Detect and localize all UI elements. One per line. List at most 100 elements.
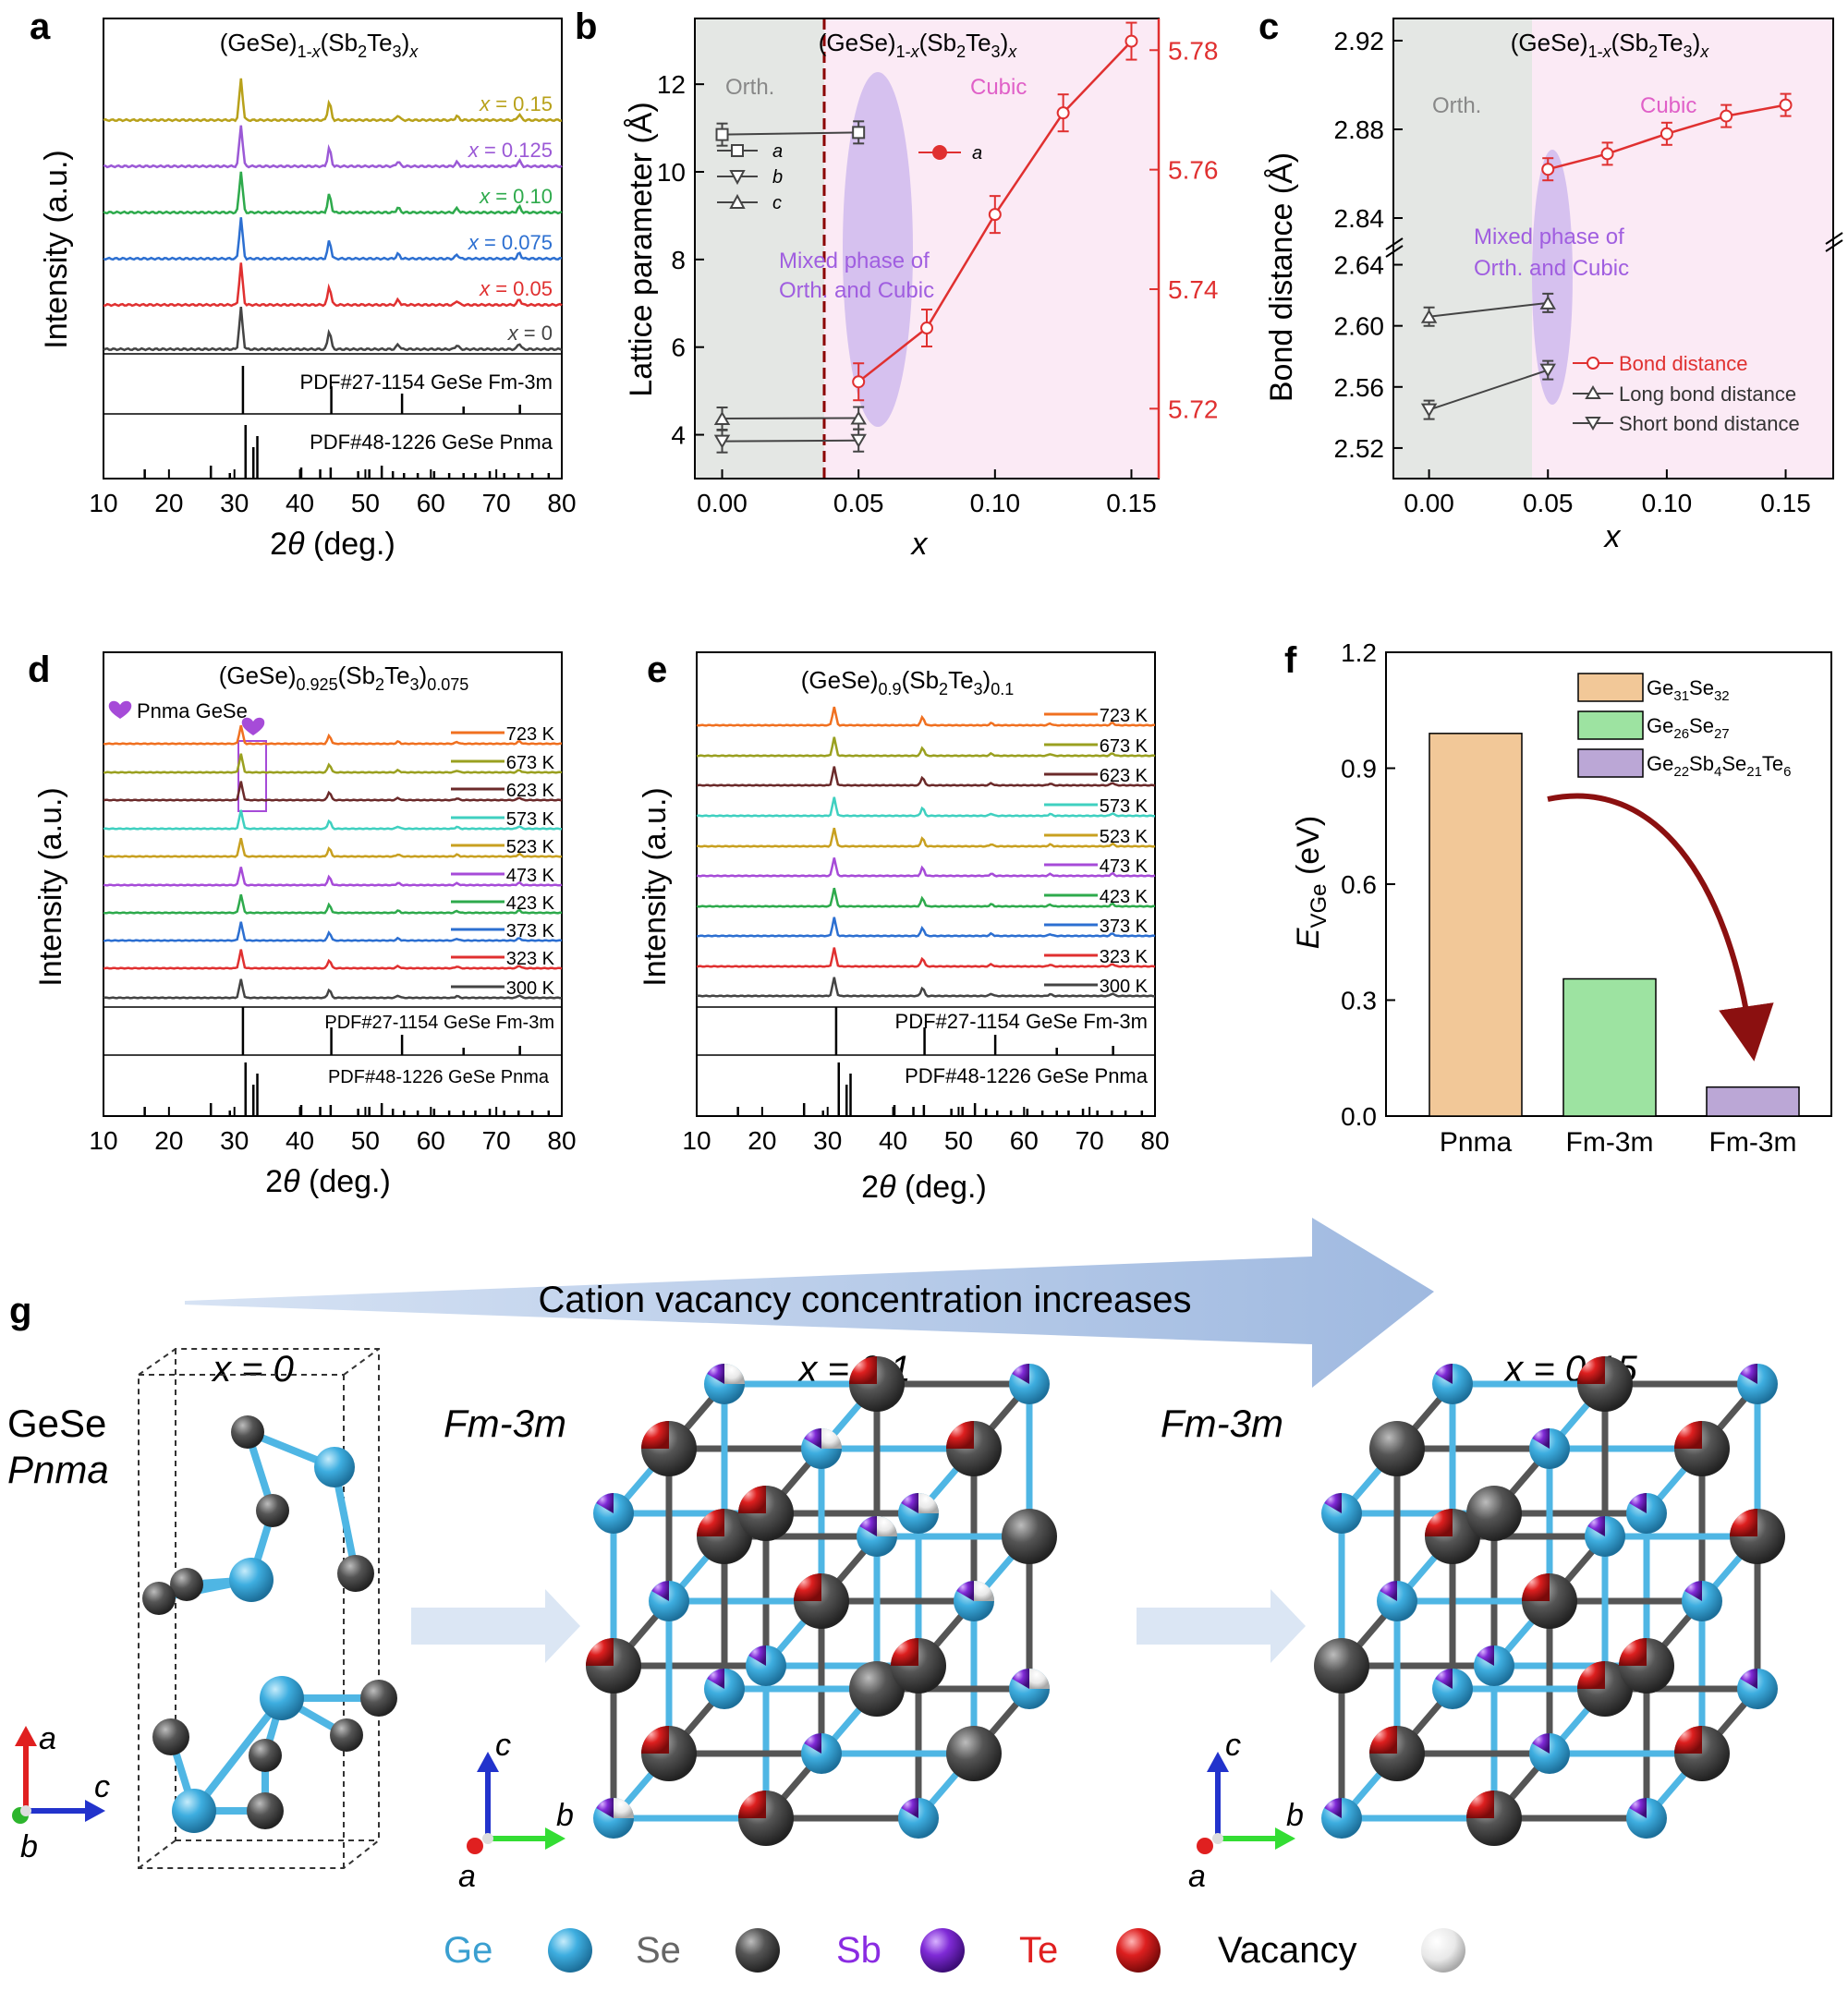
sb-fraction — [1532, 1428, 1550, 1449]
temp-label: 300 K — [506, 978, 555, 999]
temp-label: 473 K — [506, 866, 555, 886]
panel-e-frame — [696, 651, 1156, 1117]
vacancy-fraction — [918, 1493, 939, 1513]
temp-label: 423 K — [1100, 887, 1149, 907]
panel-d-chart: (GeSe)0.925(Sb2Te3)0.075 Pnma GeSe 723 K… — [33, 651, 577, 1199]
panel-c-mixed-label-2: Orth. and Cubic — [1474, 256, 1629, 281]
temp-label: 673 K — [1100, 736, 1149, 757]
te-fraction — [794, 1573, 821, 1601]
temp-curve-4 — [697, 827, 1156, 848]
cubic-lattice-point — [1056, 106, 1070, 120]
bar-category-label: Pnma — [1440, 1127, 1513, 1158]
sb-fraction — [596, 1493, 614, 1513]
lattice-point-b — [850, 433, 867, 448]
te-fraction — [1522, 1573, 1550, 1601]
temp-curve-8 — [696, 947, 1156, 968]
vacancy-fraction — [1029, 1669, 1050, 1689]
sb-fraction — [1740, 1364, 1757, 1384]
panel-c-xlabel: x — [1603, 519, 1622, 554]
pnma-atom — [247, 1792, 284, 1829]
sb-fraction — [1435, 1669, 1453, 1689]
pnma-atom — [337, 1555, 374, 1592]
xrd-curve-0 — [103, 78, 563, 123]
vacancy-fraction — [821, 1428, 842, 1449]
sb-fraction — [956, 1581, 974, 1601]
xtick-label: 60 — [1010, 1126, 1039, 1155]
xtick-label: 30 — [813, 1126, 842, 1155]
panel-d-title: (GeSe)0.925(Sb2Te3)0.075 — [219, 662, 469, 694]
te-fraction — [586, 1638, 614, 1666]
panel-g-structures: Cation vacancy concentration increases x… — [7, 1218, 1785, 1973]
te-fraction — [1466, 1791, 1494, 1818]
bond-line-2 — [1429, 369, 1549, 411]
panel-d-heart-icon-2 — [241, 717, 265, 735]
temp-label: 473 K — [1100, 856, 1149, 877]
temp-label: 573 K — [1100, 796, 1149, 817]
panel-a-ref1: PDF#27-1154 GeSe Fm-3m — [300, 370, 553, 394]
te-fraction — [849, 1356, 877, 1384]
panel-c-ylabel: Bond distance (Å) — [1264, 152, 1299, 402]
xtick-label: 50 — [944, 1126, 973, 1155]
sb-fraction — [1477, 1645, 1494, 1666]
energy-bar-2 — [1706, 1086, 1800, 1117]
temp-curve-5 — [696, 857, 1156, 878]
ytick-right-label: 5.74 — [1168, 275, 1219, 304]
ytick-label: 2.88 — [1334, 115, 1385, 144]
temp-curve-1 — [696, 736, 1156, 758]
xtick-label: 30 — [220, 489, 249, 517]
legend-se-atom — [736, 1928, 780, 1973]
panel-f-ylabel: EVGe (eV) — [1291, 816, 1331, 949]
panel-b-chart: (GeSe)1-x(Sb2Te3)x Orth. Cubic Mixed pha… — [624, 18, 1219, 562]
ytick-label: 12 — [657, 70, 686, 99]
bar-category-label: Fm-3m — [1566, 1127, 1654, 1158]
sb-fraction — [596, 1798, 614, 1818]
temp-curve-7 — [103, 921, 563, 942]
atom-legend: Ge Se Sb Te Vacancy — [444, 1928, 1465, 1973]
xrd-curve-label: x = 0 — [507, 322, 553, 345]
panel-f-legend-3: Ge22Sb4Se21Te6 — [1647, 752, 1792, 780]
pnma-atom — [142, 1582, 176, 1615]
lattice-point-c — [850, 410, 867, 425]
xtick-label: 70 — [1076, 1126, 1104, 1155]
g-left-axis-b: b — [20, 1829, 38, 1864]
panel-label-d: d — [28, 650, 50, 690]
cubic-lattice-point — [988, 208, 1002, 222]
g-left-axis-a: a — [39, 1721, 56, 1756]
te-fraction — [1730, 1509, 1757, 1536]
panel-label-g: g — [9, 1291, 31, 1331]
g-mid-axis-a: a — [458, 1859, 476, 1894]
ytick-label: 6 — [671, 334, 686, 362]
temp-curve-2 — [103, 781, 563, 802]
ytick-label: 0.9 — [1341, 755, 1377, 783]
ytick-right-label: 5.72 — [1168, 395, 1219, 423]
ytick-right-label: 5.76 — [1168, 156, 1219, 185]
g-right-spacegroup: Fm-3m — [1161, 1402, 1283, 1445]
temp-label: 373 K — [1100, 917, 1149, 937]
panel-c-legend-short: Short bond distance — [1619, 412, 1800, 435]
temp-curve-9 — [696, 977, 1156, 998]
xtick-label: 0.05 — [1523, 489, 1574, 517]
panel-b-mixed-label-2: Orth. and Cubic — [779, 278, 934, 303]
pnma-atom — [249, 1739, 282, 1772]
xtick-label: 10 — [682, 1126, 711, 1155]
sb-fraction — [1324, 1798, 1342, 1818]
bond-point-2 — [1420, 403, 1438, 418]
vacancy-fraction — [614, 1798, 634, 1818]
temp-curve-0 — [103, 724, 563, 746]
temp-label: 523 K — [506, 837, 555, 857]
xtick-label: 80 — [1140, 1126, 1169, 1155]
xtick-label: 0.05 — [833, 489, 884, 517]
temp-curve-4 — [103, 837, 563, 858]
ytick-label: 0.0 — [1341, 1102, 1377, 1131]
sb-fraction — [1012, 1669, 1029, 1689]
panel-c-legend-bond: Bond distance — [1619, 352, 1747, 375]
bond-line-1 — [1429, 301, 1549, 318]
pnma-bond — [190, 1695, 286, 1814]
g-axes-triad-right: c b a — [1188, 1728, 1304, 1894]
xtick-label: 40 — [286, 489, 314, 517]
cubic-lattice-point — [920, 322, 933, 335]
xtick-label: 40 — [286, 1126, 314, 1155]
anion-site — [1369, 1421, 1425, 1476]
panel-b-legend-b: b — [772, 167, 783, 188]
legend-se-label: Se — [636, 1930, 681, 1971]
